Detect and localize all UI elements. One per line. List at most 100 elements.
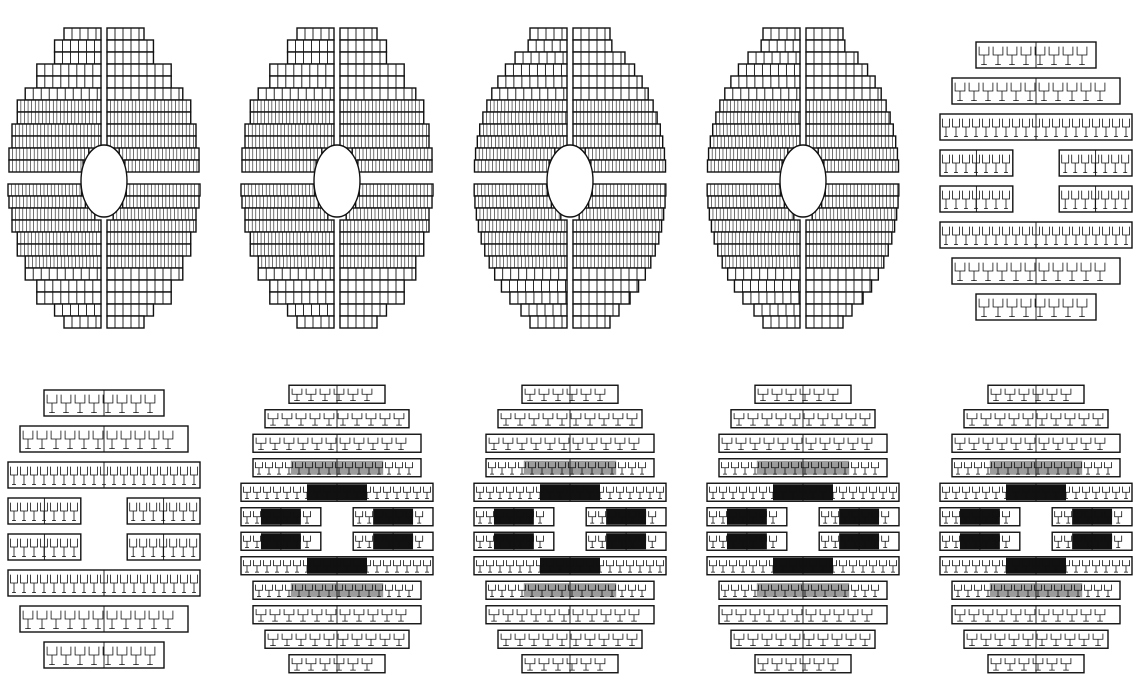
h-tree-trace (803, 413, 815, 426)
h-tree-trace (395, 584, 403, 598)
h-tree-trace (1071, 154, 1080, 173)
h-tree-trace (78, 610, 90, 629)
h-tree-trace (20, 466, 28, 485)
h-tree-trace (1074, 584, 1082, 598)
h-tree-trace (628, 535, 637, 549)
h-tree-trace (578, 462, 586, 475)
h-tree-trace (283, 609, 295, 622)
h-tree-trace (1052, 486, 1060, 500)
h-tree-trace (992, 511, 1000, 524)
module-row (479, 123, 568, 137)
h-tree-trace (952, 226, 960, 245)
h-tree-trace (614, 609, 626, 622)
h-tree-trace (162, 610, 174, 629)
h-tree-trace (90, 574, 98, 593)
h-tree-trace (106, 430, 118, 449)
h-tree-trace (139, 538, 148, 557)
h-tree-trace (761, 633, 773, 647)
module-row (286, 39, 335, 53)
h-tree-trace (305, 584, 313, 598)
h-tree-trace (1082, 226, 1090, 245)
h-tree-trace (576, 560, 584, 573)
h-tree-trace (1002, 486, 1010, 500)
h-tree-trace (20, 574, 28, 593)
module-row (296, 27, 335, 41)
h-tree-trace (80, 574, 88, 593)
h-tree-trace (749, 535, 757, 549)
h-tree-trace (552, 658, 564, 671)
h-tree-trace (1052, 609, 1064, 622)
h-tree-trace (538, 658, 550, 671)
h-tree-trace (486, 511, 494, 524)
h-tree-trace (295, 584, 303, 598)
h-tree-trace (139, 502, 148, 521)
h-tree-trace (506, 486, 514, 500)
h-tree-trace (120, 574, 128, 593)
h-tree-trace (263, 486, 271, 500)
h-tree-trace (598, 535, 607, 549)
h-tree-trace (733, 633, 745, 647)
h-tree-trace (365, 462, 373, 475)
h-tree-trace (102, 394, 114, 413)
module-row (488, 255, 568, 269)
h-tree-trace (841, 535, 850, 549)
h-tree-trace (1121, 190, 1130, 209)
h-tree-trace (415, 511, 424, 524)
h-tree-trace (952, 560, 960, 573)
h-tree-trace (588, 462, 596, 475)
h-tree-trace (347, 658, 359, 671)
h-tree-trace (1094, 511, 1103, 524)
h-tree-trace (179, 502, 188, 521)
h-tree-trace (982, 82, 994, 101)
module-row (53, 303, 102, 317)
h-tree-trace (580, 388, 592, 402)
h-tree-trace (709, 560, 717, 573)
h-tree-trace (598, 462, 606, 475)
h-tree-trace (50, 466, 58, 485)
h-tree-trace (379, 413, 391, 426)
h-tree-trace (1066, 82, 1078, 101)
module-row (53, 39, 102, 53)
h-tree-trace (819, 609, 831, 622)
h-tree-trace (415, 535, 424, 549)
h-tree-trace (586, 486, 594, 500)
h-tree-trace (735, 437, 747, 451)
h-tree-trace (542, 633, 554, 647)
h-tree-trace (1062, 118, 1070, 137)
h-tree-trace (962, 511, 970, 524)
h-tree-trace (403, 560, 411, 573)
module-row (572, 267, 647, 281)
h-tree-trace (508, 584, 516, 598)
h-tree-trace (821, 462, 829, 475)
h-tree-trace (1076, 298, 1088, 317)
h-tree-trace (881, 511, 890, 524)
h-tree-trace (544, 437, 556, 451)
h-tree-trace (1010, 437, 1022, 451)
h-tree-trace (982, 190, 990, 209)
h-tree-trace (789, 633, 801, 647)
module-row (16, 111, 102, 125)
h-tree-trace (805, 437, 817, 451)
h-tree-trace (1018, 658, 1030, 671)
h-tree-trace (1002, 511, 1010, 524)
h-tree-trace (269, 437, 281, 451)
h-tree-trace (405, 535, 414, 549)
module-row (477, 219, 568, 233)
h-tree-trace (594, 388, 606, 402)
h-tree-trace (255, 609, 267, 622)
h-tree-trace (361, 658, 373, 671)
h-tree-trace (982, 118, 990, 137)
h-tree-trace (1122, 560, 1130, 573)
h-tree-trace (335, 584, 343, 598)
h-tree-trace (859, 413, 871, 426)
h-tree-trace (1038, 82, 1050, 101)
module-row (339, 315, 378, 329)
h-tree-trace (102, 646, 114, 665)
h-tree-trace (1024, 437, 1036, 451)
h-tree-trace (40, 466, 48, 485)
h-tree-trace (1062, 298, 1074, 317)
h-tree-trace (169, 502, 178, 521)
h-tree-trace (1024, 609, 1036, 622)
h-tree-trace (608, 462, 616, 475)
h-tree-trace (403, 486, 411, 500)
